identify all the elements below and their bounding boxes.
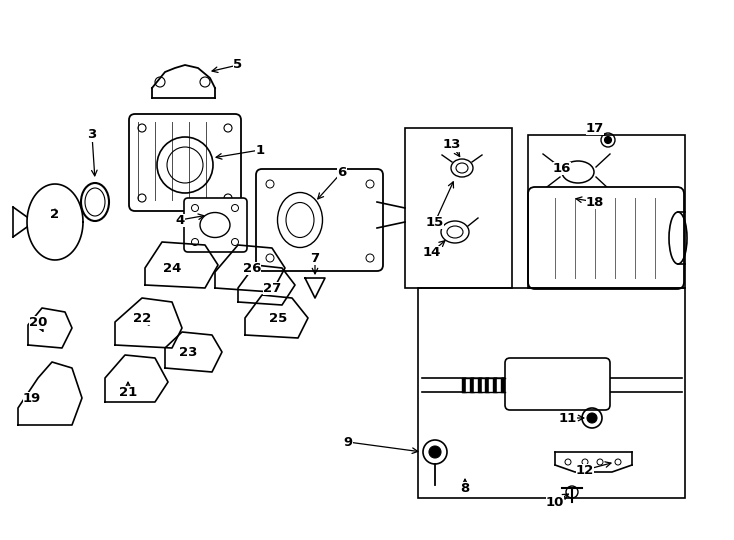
FancyBboxPatch shape [256, 169, 383, 271]
Text: 1: 1 [255, 144, 264, 157]
Text: 8: 8 [460, 482, 470, 495]
Text: 11: 11 [559, 411, 577, 424]
FancyBboxPatch shape [129, 114, 241, 211]
Text: 15: 15 [426, 215, 444, 228]
Text: 5: 5 [233, 58, 242, 71]
Text: 9: 9 [344, 435, 352, 449]
Bar [528, 135, 685, 288]
Circle shape [429, 446, 441, 458]
FancyBboxPatch shape [528, 187, 684, 289]
Text: 16: 16 [553, 161, 571, 174]
FancyBboxPatch shape [184, 198, 247, 252]
Text: 22: 22 [133, 312, 151, 325]
Text: 13: 13 [443, 138, 461, 152]
Text: 27: 27 [263, 281, 281, 294]
Bar [418, 288, 685, 498]
Text: 6: 6 [338, 165, 346, 179]
Text: 24: 24 [163, 261, 181, 274]
Text: 21: 21 [119, 386, 137, 399]
Text: 23: 23 [179, 346, 197, 359]
Circle shape [605, 137, 611, 144]
Text: 10: 10 [546, 496, 564, 509]
Text: 14: 14 [423, 246, 441, 259]
Text: 19: 19 [23, 392, 41, 404]
Polygon shape [305, 278, 325, 298]
Text: 25: 25 [269, 312, 287, 325]
Text: 17: 17 [586, 122, 604, 134]
Text: 12: 12 [576, 463, 594, 476]
Circle shape [558, 191, 566, 199]
Bar [405, 128, 512, 288]
Text: 18: 18 [586, 195, 604, 208]
Text: 2: 2 [51, 208, 59, 221]
Text: 3: 3 [87, 129, 97, 141]
Circle shape [587, 413, 597, 423]
FancyBboxPatch shape [505, 358, 610, 410]
Text: 7: 7 [310, 252, 319, 265]
Text: 26: 26 [243, 261, 261, 274]
Text: 4: 4 [175, 213, 185, 226]
Text: 20: 20 [29, 315, 47, 328]
